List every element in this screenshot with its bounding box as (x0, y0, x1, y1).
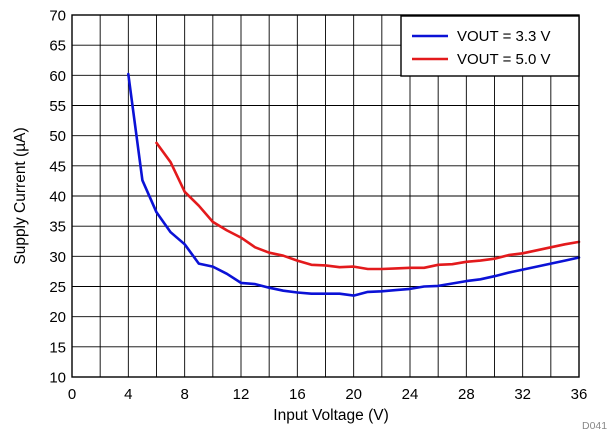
x-tick-label: 28 (458, 386, 475, 403)
legend-label-vout-5v0: VOUT = 5.0 V (457, 51, 551, 68)
legend-label-vout-3v3: VOUT = 3.3 V (457, 28, 551, 45)
y-tick-label: 55 (49, 98, 66, 115)
x-tick-label: 4 (124, 386, 132, 403)
y-tick-label: 65 (49, 38, 66, 55)
y-tick-label: 10 (49, 370, 66, 387)
x-tick-label: 20 (345, 386, 362, 403)
series-line-vout-3v3 (127, 72, 581, 297)
y-tick-label: 30 (49, 249, 66, 266)
x-tick-label: 16 (289, 386, 306, 403)
series-lines (127, 72, 581, 297)
y-tick-label: 60 (49, 68, 66, 85)
y-tick-label: 40 (49, 189, 66, 206)
y-tick-label: 20 (49, 309, 66, 326)
x-axis-title: Input Voltage (V) (273, 407, 388, 424)
legend-box (400, 15, 580, 77)
x-tick-label: 8 (180, 386, 188, 403)
figure-code: D041 (582, 420, 607, 432)
series-line-vout-5v0 (155, 141, 581, 271)
x-tick-label: 36 (571, 386, 588, 403)
y-tick-label: 35 (49, 219, 66, 236)
x-tick-label: 24 (402, 386, 419, 403)
y-axis-title: Supply Current (µA) (12, 127, 29, 264)
legend: VOUT = 3.3 V VOUT = 5.0 V (400, 15, 580, 77)
tick-labels: 0 4 8 12 16 20 24 28 32 36 10 15 20 25 30 35 40 45 50 55 60 6… (49, 8, 587, 404)
y-tick-label: 25 (49, 279, 66, 296)
y-tick-label: 70 (49, 8, 66, 25)
y-tick-label: 50 (49, 128, 66, 145)
y-tick-label: 15 (49, 339, 66, 356)
y-tick-label: 45 (49, 158, 66, 175)
x-tick-label: 12 (233, 386, 250, 403)
plot-frame (71, 14, 580, 378)
x-tick-label: 32 (514, 386, 531, 403)
x-tick-label: 0 (68, 386, 76, 403)
